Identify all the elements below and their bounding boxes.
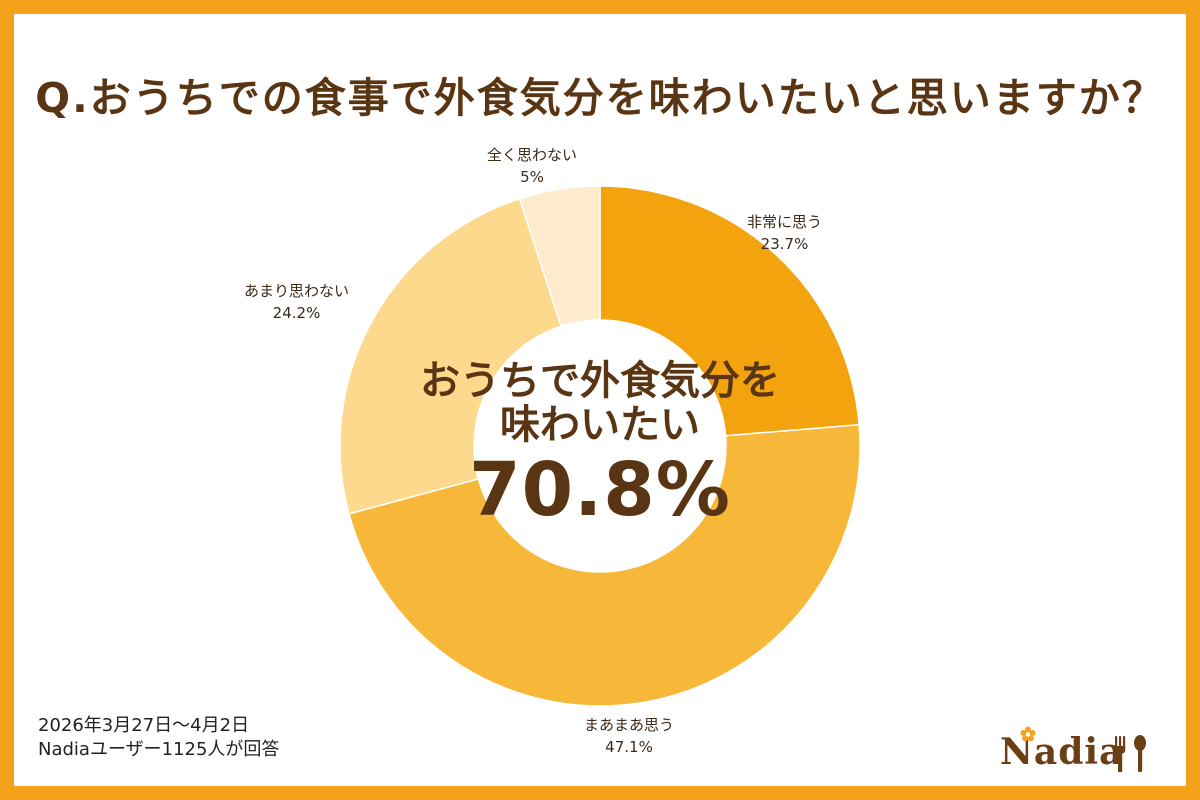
label-not-at-all: 全く思わない 5% [487, 144, 577, 188]
slice-not-much [339, 197, 563, 515]
survey-period: 2026年3月27日～4月2日 [38, 715, 250, 736]
label-not-much-category: あまり思わない [244, 282, 350, 300]
label-somewhat: まあまあ思う 47.1% [584, 714, 674, 758]
question-title: Q.おうちでの食事で外食気分を味わいたいと思いますか？ [35, 74, 1165, 122]
center-value: 70.8% [469, 447, 731, 533]
logo-text: Nadia [1000, 731, 1124, 773]
center-summary: おうちで外食気分を 味わいたい 70.8% [420, 359, 780, 533]
nadia-logo: Nadia [1000, 726, 1160, 778]
label-not-at-all-category: 全く思わない [487, 146, 578, 164]
utensils-icon [1115, 735, 1146, 772]
label-not-much-value: 24.2% [272, 304, 321, 322]
infographic-card: Q.おうちでの食事で外食気分を味わいたいと思いますか？ 非常に思う 23.7% … [14, 14, 1186, 786]
slice-not-at-all [518, 185, 601, 328]
label-very-much-value: 23.7% [760, 235, 809, 253]
spoon-icon [1134, 735, 1146, 772]
center-line-2: 味わいたい [500, 402, 700, 448]
slice-very-much [599, 185, 860, 437]
label-somewhat-category: まあまあ思う [584, 716, 675, 734]
label-not-much: あまり思わない 24.2% [244, 280, 349, 324]
label-somewhat-value: 47.1% [605, 738, 653, 756]
survey-respondents: Nadiaユーザー1125人が回答 [38, 739, 280, 760]
fork-icon [1115, 736, 1126, 772]
slice-somewhat [348, 423, 861, 707]
survey-footer: 2026年3月27日～4月2日 Nadiaユーザー1125人が回答 [38, 714, 279, 762]
donut-chart [339, 185, 861, 707]
flower-icon [1020, 726, 1036, 742]
label-not-at-all-value: 5% [520, 168, 544, 186]
donut-slices [339, 185, 861, 707]
center-line-1: おうちで外食気分を [420, 358, 780, 404]
label-very-much-category: 非常に思う [747, 213, 823, 231]
label-very-much: 非常に思う 23.7% [747, 211, 822, 255]
